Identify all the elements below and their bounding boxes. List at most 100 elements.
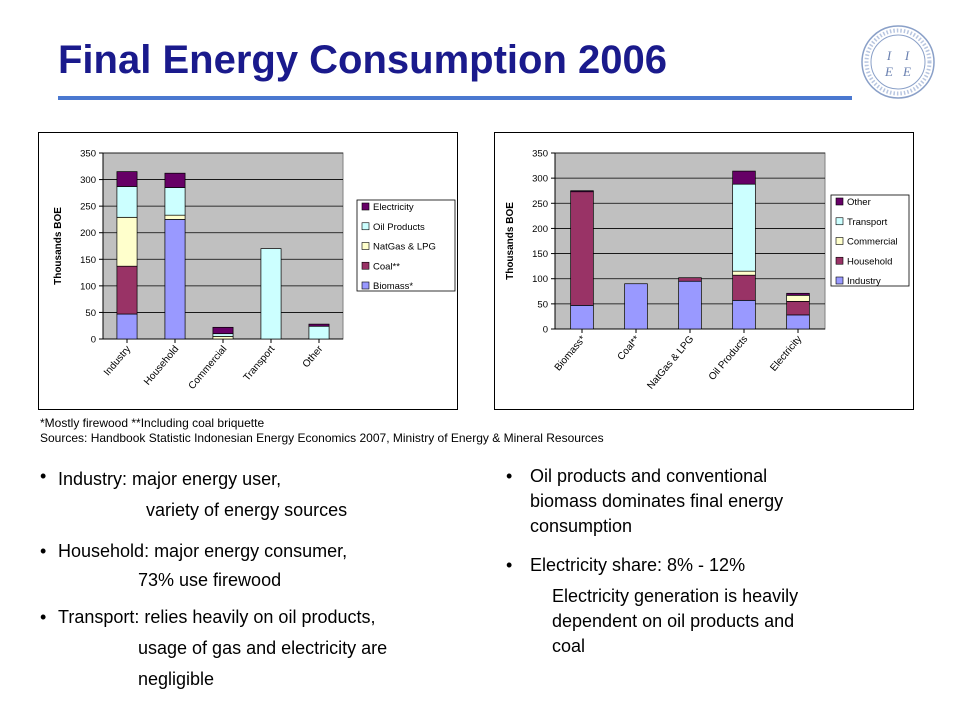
bar-segment-household-oil-products <box>164 187 186 216</box>
bullet-electricity-line4: coal <box>552 636 586 656</box>
bullet-transport-line1: Transport: relies heavily on oil product… <box>58 607 376 627</box>
x-tick-label-oil-products: Oil Products <box>707 334 750 383</box>
svg-text:I: I <box>904 48 910 63</box>
y-tick-label: 250 <box>532 199 548 210</box>
legend-swatch-household <box>835 256 844 265</box>
bullet-household-line2: 73% use firewood <box>138 570 282 590</box>
bar-segment-oil-products-other <box>732 170 756 185</box>
legend-swatch-commercial <box>835 237 844 245</box>
bar-segment-industry-coal <box>116 265 138 315</box>
bar-segment-commercial-electricity <box>212 326 234 335</box>
bar-segment-biomass-household <box>570 191 594 306</box>
bar-segment-industry-natgas-lpg <box>116 216 138 267</box>
bullet-transport-line2: usage of gas and electricity are <box>138 638 388 658</box>
legend-label-biomass: Biomass* <box>373 281 413 292</box>
bullet-electricity-line3: dependent on oil products and <box>552 611 795 631</box>
bullet-household-line1: Household: major energy consumer, <box>58 541 348 561</box>
bullet-electricity-line1: Electricity share: 8% - 12% <box>530 555 746 575</box>
legend-label-electricity: Electricity <box>373 202 414 213</box>
bar-segment-oil-products-industry <box>732 299 756 330</box>
legend-swatch-industry <box>835 276 844 285</box>
y-tick-label: 50 <box>85 308 96 319</box>
bullet-electricity-line2: Electricity generation is heavily <box>552 586 799 606</box>
y-tick-label: 0 <box>91 335 96 346</box>
bar-segment-biomass-industry <box>570 305 594 330</box>
y-tick-label: 0 <box>543 325 548 336</box>
bar-segment-biomass-other <box>570 190 594 193</box>
bar-segment-household-electricity <box>164 172 186 188</box>
y-tick-label: 100 <box>80 281 96 292</box>
legend-label-commercial: Commercial <box>847 237 898 248</box>
bar-segment-commercial-natgas-lpg <box>212 335 234 340</box>
legend-label-natgas-lpg: NatGas & LPG <box>373 242 436 253</box>
y-tick-label: 300 <box>532 174 548 185</box>
bullet-industry-line2: variety of energy sources <box>146 500 348 520</box>
bullet-transport-line3: negligible <box>138 669 215 689</box>
x-tick-label-other: Other <box>301 343 326 370</box>
title-divider <box>58 96 852 100</box>
bar-segment-coal-industry <box>624 283 648 330</box>
svg-text:E: E <box>884 64 893 79</box>
bar-segment-commercial-oil-products <box>212 333 234 337</box>
chart-by-fuel-svg: 0 50 100 150 200 250 300 350 Thousands BOE Biomas… <box>505 149 910 392</box>
svg-text:E: E <box>902 64 911 79</box>
x-tick-label-coal: Coal** <box>616 334 643 363</box>
legend-box <box>356 199 456 292</box>
legend-swatch-coal <box>361 261 370 270</box>
bar-segment-oil-products-household <box>732 274 756 301</box>
legend-swatch-oil-products <box>361 222 370 231</box>
y-tick-label: 250 <box>80 202 96 213</box>
bar-segment-oil-products-commercial <box>732 270 756 276</box>
legend-swatch-natgas-lpg <box>361 242 370 250</box>
bullet-marker: • <box>40 607 47 627</box>
bar-segment-other-oil-products <box>308 325 330 340</box>
y-tick-label: 200 <box>532 224 548 235</box>
footnote-sources: Sources: Handbook Statistic Indonesian E… <box>40 431 604 445</box>
svg-text:I: I <box>886 48 892 63</box>
legend-label-household: Household <box>847 256 892 267</box>
x-tick-label-transport: Transport <box>242 344 278 384</box>
bullet-oil-biomass-line3: consumption <box>530 516 633 536</box>
bullet-oil-biomass-line1: Oil products and conventional <box>530 466 768 486</box>
y-tick-label: 350 <box>532 149 548 160</box>
y-tick-label: 100 <box>532 274 548 285</box>
x-tick-label-industry: Industry <box>102 344 133 378</box>
y-tick-label: 150 <box>532 249 548 260</box>
bar-segment-oil-products-transport <box>732 183 756 272</box>
bullet-marker: • <box>506 555 513 575</box>
chart-by-fuel: 0 50 100 150 200 250 300 350 Thousands BOE Biomas… <box>494 132 914 410</box>
bullet-marker: • <box>40 541 47 561</box>
legend-swatch-electricity <box>361 202 370 211</box>
x-tick-label-biomass: Biomass* <box>553 334 589 374</box>
left-bullet-list: • Industry: major energy user, variety o… <box>40 462 470 702</box>
right-bullet-list: • Oil products and conventional biomass … <box>506 464 906 664</box>
x-tick-label-electricity: Electricity <box>768 334 804 374</box>
y-tick-label: 200 <box>80 228 96 239</box>
bar-segment-electricity-other <box>786 292 810 296</box>
bar-segment-other-electricity <box>308 323 330 327</box>
page-title: Final Energy Consumption 2006 <box>58 38 668 82</box>
footnote-definitions: *Mostly firewood **Including coal brique… <box>40 416 265 430</box>
bar-segment-natgas-lpg-industry <box>678 280 702 330</box>
bullet-marker: • <box>506 466 513 486</box>
plot-area <box>102 152 344 340</box>
legend-label-transport: Transport <box>847 217 888 228</box>
legend-swatch-transport <box>835 217 844 226</box>
bar-segment-industry-oil-products <box>116 186 138 218</box>
bar-segment-household-natgas-lpg <box>164 214 186 220</box>
y-tick-label: 300 <box>80 175 96 186</box>
legend-box <box>830 194 910 287</box>
bar-segment-industry-electricity <box>116 171 138 187</box>
y-axis-label: Thousands BOE <box>505 202 516 280</box>
bar-segment-industry-biomass <box>116 313 138 340</box>
y-axis-label: Thousands BOE <box>53 207 64 285</box>
bullet-industry-line1: Industry: major energy user, <box>58 469 282 489</box>
y-tick-label: 350 <box>80 149 96 160</box>
bar-segment-transport-oil-products <box>260 248 282 340</box>
x-tick-label-household: Household <box>142 344 181 388</box>
institute-seal-icon: I I E E <box>861 25 935 99</box>
legend-label-other: Other <box>847 197 871 208</box>
bar-segment-electricity-commercial <box>786 294 810 302</box>
bar-segment-natgas-lpg-household <box>678 277 702 282</box>
y-tick-label: 50 <box>537 299 548 310</box>
